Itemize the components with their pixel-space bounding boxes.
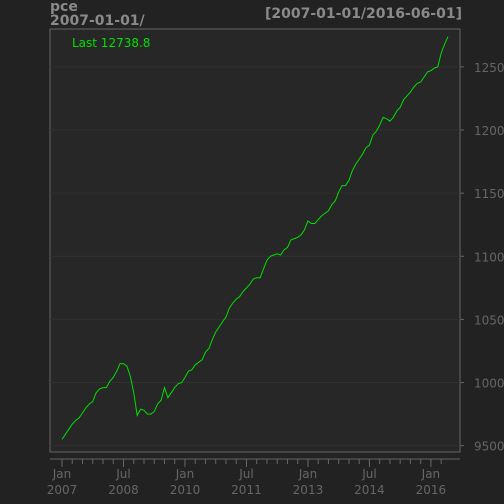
- y-tick-label: 12000: [474, 124, 504, 138]
- x-tick-label-year: 2010: [170, 483, 201, 497]
- chart-title-block: pce 2007-01-01/: [50, 0, 145, 28]
- x-tick-label-month: Jul: [361, 467, 376, 481]
- y-tick-label: 12500: [474, 61, 504, 75]
- x-tick-label-year: 2016: [416, 483, 447, 497]
- x-tick-label-month: Jan: [298, 467, 318, 481]
- x-tick-label-month: Jan: [175, 467, 195, 481]
- chart-start-date: 2007-01-01/: [50, 13, 145, 29]
- x-tick-label-year: 2014: [354, 483, 385, 497]
- x-tick-label-month: Jul: [115, 467, 130, 481]
- x-tick-label-year: 2007: [47, 483, 78, 497]
- last-value-label: Last 12738.8: [72, 36, 150, 50]
- chart-date-range: [2007-01-01/2016-06-01]: [264, 6, 462, 22]
- x-tick-label-year: 2008: [108, 483, 139, 497]
- plot-panel: [49, 28, 461, 453]
- chart-title: pce: [50, 0, 78, 15]
- y-tick-label: 9500: [474, 440, 504, 454]
- y-tick-label: 10500: [474, 313, 504, 327]
- x-tick-label-month: Jul: [238, 467, 253, 481]
- x-tick-label-month: Jan: [421, 467, 441, 481]
- series-line: [61, 36, 449, 440]
- x-tick-label-year: 2011: [231, 483, 262, 497]
- y-tick-label: 11000: [474, 250, 504, 264]
- x-tick-label-month: Jan: [52, 467, 72, 481]
- y-tick-label: 11500: [474, 187, 504, 201]
- x-tick-label-year: 2013: [293, 483, 324, 497]
- y-tick-label: 10000: [474, 377, 504, 391]
